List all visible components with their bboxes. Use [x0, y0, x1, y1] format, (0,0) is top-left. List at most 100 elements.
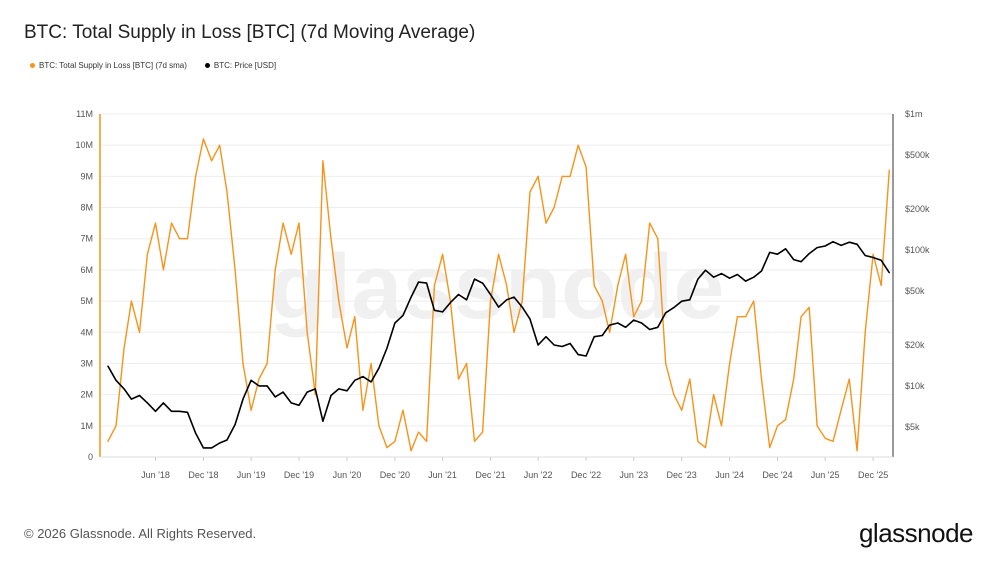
x-tick-label: Jun '19 [237, 470, 266, 480]
data-point-supply-in-loss [720, 425, 723, 427]
data-point-supply-in-loss [545, 222, 547, 224]
data-point-supply-in-loss [649, 222, 651, 224]
y-left-tick-label: 10M [75, 140, 93, 150]
data-point-supply-in-loss [226, 191, 228, 193]
data-point-price [417, 281, 420, 283]
data-point-supply-in-loss [258, 378, 260, 380]
data-point-price [760, 270, 763, 272]
data-point-supply-in-loss [713, 394, 715, 396]
data-point-price [593, 336, 595, 338]
data-point-price [577, 353, 579, 356]
data-point-supply-in-loss [816, 425, 818, 427]
data-point-supply-in-loss [179, 238, 181, 240]
data-point-price [123, 388, 125, 390]
data-point-supply-in-loss [744, 316, 747, 318]
data-point-price [402, 314, 404, 317]
data-point-price [848, 241, 850, 243]
y-right-tick-label: $500k [905, 150, 930, 160]
data-point-price [298, 404, 300, 406]
x-tick-label: Dec '24 [762, 470, 792, 480]
data-point-supply-in-loss [402, 409, 404, 411]
data-point-price [808, 253, 810, 255]
data-point-price [194, 432, 197, 434]
legend-label: BTC: Total Supply in Loss [BTC] (7d sma) [39, 61, 187, 70]
data-point-price [824, 245, 826, 247]
data-point-price [609, 324, 611, 326]
data-point-price [370, 381, 372, 383]
data-point-supply-in-loss [497, 253, 500, 255]
x-tick-label: Dec '20 [380, 470, 410, 480]
data-point-supply-in-loss [441, 253, 444, 255]
data-point-price [785, 248, 787, 250]
data-point-price [170, 410, 173, 412]
data-point-supply-in-loss [322, 160, 324, 162]
data-point-price [338, 388, 340, 390]
data-point-price [704, 269, 707, 271]
data-point-price [736, 273, 739, 276]
data-point-price [529, 318, 531, 320]
data-point-price [649, 328, 651, 331]
data-point-supply-in-loss [362, 409, 364, 411]
x-tick-label: Jun '23 [619, 470, 648, 480]
data-point-supply-in-loss [242, 362, 244, 365]
data-point-supply-in-loss [115, 425, 117, 427]
watermark: glassnode [269, 236, 724, 338]
data-point-price [234, 423, 236, 426]
data-point-price [521, 306, 523, 308]
data-point-price [162, 402, 164, 404]
data-point-price [601, 334, 603, 337]
x-tick-label: Dec '19 [284, 470, 314, 480]
data-point-supply-in-loss [290, 253, 292, 255]
legend-dot-black-icon [204, 63, 210, 69]
data-point-supply-in-loss [625, 253, 627, 255]
data-point-price [410, 296, 412, 298]
y-left-tick-label: 11M [76, 109, 93, 119]
data-point-price [226, 439, 228, 441]
data-point-price [473, 278, 476, 280]
y-left-tick-label: 9M [80, 171, 93, 181]
data-point-supply-in-loss [433, 284, 436, 287]
data-point-price [673, 306, 675, 309]
data-point-price [274, 396, 276, 398]
legend: BTC: Total Supply in Loss [BTC] (7d sma)… [30, 61, 276, 70]
glassnode-logo: glassnode [858, 518, 974, 548]
legend-label: BTC: Price [USD] [213, 61, 277, 70]
data-point-price [816, 247, 818, 249]
data-point-supply-in-loss [346, 347, 348, 349]
data-point-price [553, 344, 555, 346]
x-tick-label: Jun '24 [715, 470, 744, 480]
data-point-price [633, 319, 635, 321]
legend-item-price[interactable]: BTC: Price [USD] [204, 61, 277, 70]
data-point-supply-in-loss [800, 316, 802, 318]
y-right-tick-label: $1m [905, 109, 923, 119]
data-point-price [856, 243, 858, 245]
data-point-supply-in-loss [728, 362, 731, 365]
data-point-price [497, 306, 500, 308]
data-point-supply-in-loss [513, 331, 515, 333]
data-point-supply-in-loss [753, 300, 755, 302]
x-tick-label: Dec '22 [571, 470, 601, 480]
data-point-supply-in-loss [561, 175, 563, 177]
legend-item-supply-in-loss[interactable]: BTC: Total Supply in Loss [BTC] (7d sma) [30, 61, 187, 70]
data-point-price [219, 442, 221, 444]
data-point-price [800, 261, 802, 263]
data-point-price [354, 379, 356, 381]
y-left-tick-label: 3M [80, 358, 93, 368]
data-point-supply-in-loss [154, 222, 157, 224]
data-point-supply-in-loss [425, 440, 428, 443]
y-right-tick-label: $50k [905, 286, 925, 296]
data-point-supply-in-loss [314, 394, 316, 396]
data-point-supply-in-loss [617, 284, 619, 287]
data-point-price [744, 280, 747, 282]
data-point-price [250, 379, 252, 381]
data-point-supply-in-loss [330, 238, 332, 240]
data-point-supply-in-loss [234, 269, 236, 271]
data-point-price [720, 273, 723, 275]
data-point-price [362, 376, 364, 378]
data-point-price [625, 326, 627, 328]
data-point-supply-in-loss [146, 253, 149, 255]
data-point-supply-in-loss [282, 222, 284, 224]
y-left-tick-label: 1M [80, 421, 93, 431]
data-point-price [569, 342, 571, 345]
